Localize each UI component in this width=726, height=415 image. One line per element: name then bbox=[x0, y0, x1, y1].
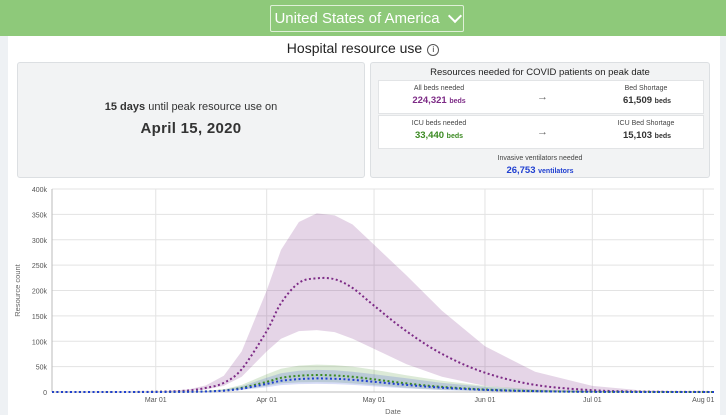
icu-shortage-label: ICU Bed Shortage bbox=[617, 120, 675, 127]
y-tick-label: 250k bbox=[32, 263, 48, 270]
icu-beds-uncertainty-band bbox=[52, 364, 714, 392]
country-selector-button[interactable]: United States of America bbox=[270, 5, 464, 32]
icu-shortage-unit: beds bbox=[654, 133, 672, 140]
ventilators-label: Invasive ventilators needed bbox=[497, 155, 583, 162]
all-beds-unit: beds bbox=[449, 98, 466, 105]
resources-card: Resources needed for COVID patients on p… bbox=[370, 62, 710, 178]
chevron-down-icon bbox=[447, 8, 462, 24]
resource-chart: 0 50k 100k 150k 200k 250k 300k 350k 400k Mar 01 Ap… bbox=[13, 187, 715, 415]
page-title-text: Hospital resource use bbox=[286, 40, 423, 56]
y-tick-label: 50k bbox=[36, 365, 48, 372]
arrow-right-icon: → bbox=[537, 126, 548, 138]
icu-box: ICU beds needed 33,440 beds → ICU Bed Sh… bbox=[378, 115, 704, 149]
icu-beds-unit: beds bbox=[446, 133, 464, 140]
peak-summary-card: 15 days until peak resource use on April… bbox=[17, 62, 365, 178]
y-tick-label: 100k bbox=[32, 339, 48, 346]
all-beds-label: All beds needed bbox=[413, 85, 465, 92]
x-tick-label: Apr 01 bbox=[256, 397, 277, 404]
all-beds-series-line bbox=[51, 276, 715, 393]
y-tick-label: 350k bbox=[32, 212, 48, 219]
top-bar: United States of America bbox=[0, 0, 726, 36]
ventilators-series-line bbox=[51, 377, 714, 393]
country-selector-label: United States of America bbox=[274, 10, 440, 27]
y-tick-label: 200k bbox=[32, 289, 48, 296]
resources-title: Resources needed for COVID patients on p… bbox=[430, 67, 650, 78]
x-tick-label: Aug 01 bbox=[692, 397, 714, 404]
x-tick-label: Jul 01 bbox=[583, 397, 602, 404]
bed-shortage-number: 61,509 bbox=[622, 95, 653, 106]
x-tick-label: Mar 01 bbox=[145, 397, 167, 404]
icu-beds-number: 33,440 bbox=[414, 130, 445, 141]
bed-shortage-unit: beds bbox=[654, 98, 672, 105]
info-icon[interactable]: i bbox=[427, 44, 440, 56]
ventilators-number: 26,753 bbox=[506, 165, 536, 176]
peak-date: April 15, 2020 bbox=[140, 120, 242, 137]
bed-shortage-label: Bed Shortage bbox=[624, 85, 668, 92]
all-beds-uncertainty-band bbox=[52, 213, 714, 392]
beds-box: All beds needed 224,321 beds → Bed Short… bbox=[378, 80, 704, 114]
peak-countdown: 15 days until peak resource use on bbox=[18, 101, 364, 113]
y-tick-label: 0 bbox=[43, 390, 47, 397]
arrow-right-icon: → bbox=[537, 91, 548, 103]
peak-days: 15 days bbox=[104, 101, 146, 113]
page-title: Hospital resource use i bbox=[0, 40, 726, 56]
peak-until-text: until peak resource use on bbox=[148, 101, 278, 113]
ventilators-unit: ventilators bbox=[538, 168, 574, 175]
bed-shortage-value: 61,509 beds bbox=[597, 95, 697, 106]
left-gutter bbox=[0, 36, 8, 415]
all-beds-value: 224,321 beds bbox=[389, 95, 489, 106]
all-beds-number: 224,321 bbox=[412, 95, 447, 106]
icu-beds-label: ICU beds needed bbox=[411, 120, 467, 127]
icu-shortage-number: 15,103 bbox=[622, 130, 653, 141]
icu-shortage-value: 15,103 beds bbox=[597, 130, 697, 141]
right-gutter bbox=[720, 36, 726, 415]
y-tick-label: 400k bbox=[32, 187, 48, 194]
x-tick-label: Jun 01 bbox=[474, 397, 495, 404]
y-axis-label: Resource count bbox=[13, 263, 22, 316]
y-tick-label: 300k bbox=[32, 238, 48, 245]
x-tick-label: May 01 bbox=[363, 397, 386, 404]
x-axis-label: Date bbox=[385, 407, 401, 415]
y-tick-label: 150k bbox=[32, 314, 48, 321]
ventilators-value: 26,753 ventilators bbox=[371, 165, 709, 176]
icu-beds-value: 33,440 beds bbox=[389, 130, 489, 141]
